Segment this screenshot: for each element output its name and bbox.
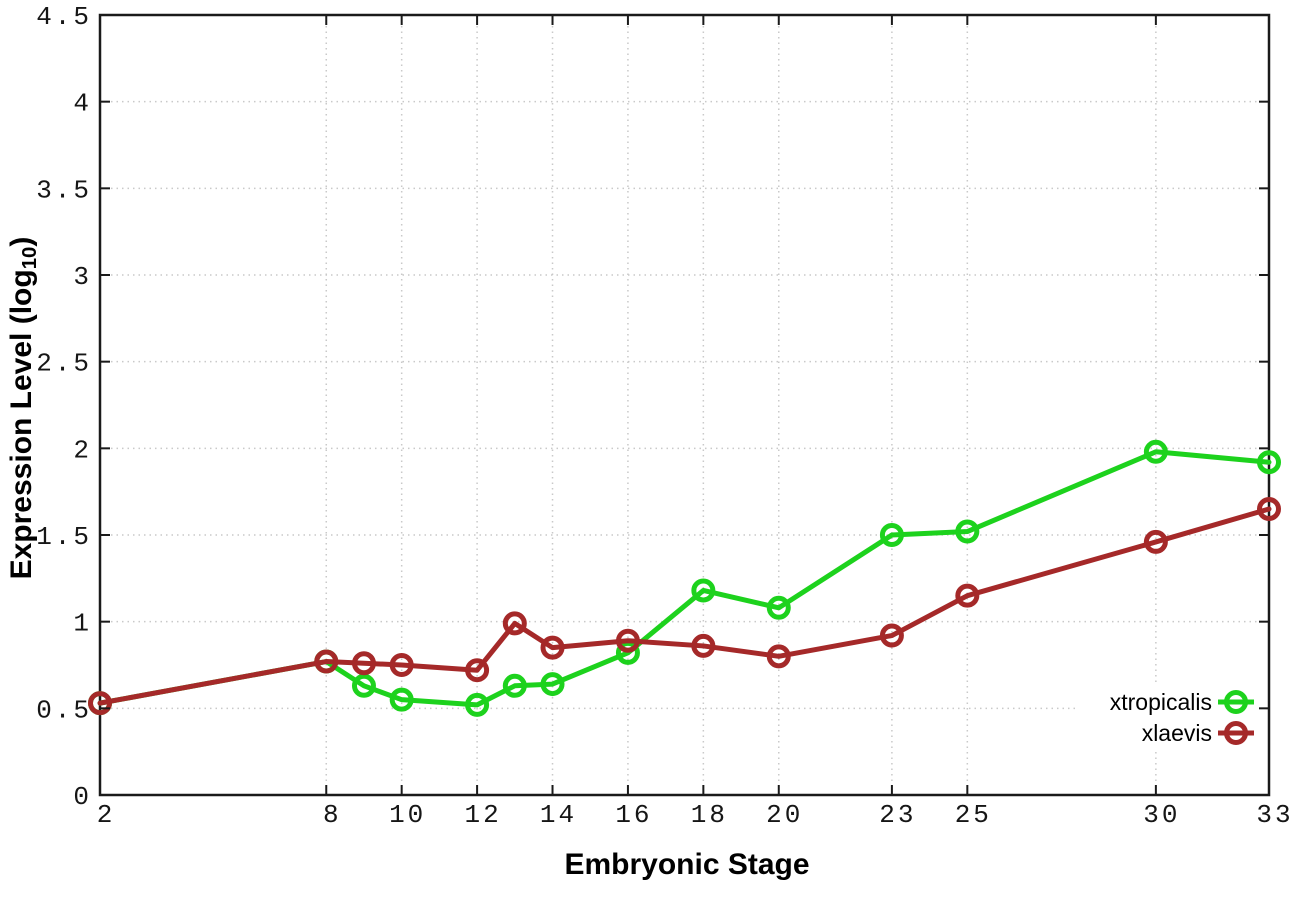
data-point-marker xyxy=(691,578,716,603)
data-point-marker xyxy=(351,651,376,676)
data-point-marker xyxy=(540,672,565,697)
data-point-marker xyxy=(955,519,980,544)
x-tick-label: 16 xyxy=(615,800,652,830)
legend-item-xlaevis: xlaevis xyxy=(1142,720,1254,746)
data-point-marker xyxy=(389,653,414,677)
y-tick-label: 0.5 xyxy=(36,695,92,725)
data-point-marker xyxy=(1143,439,1168,464)
tick-marks xyxy=(99,14,1270,796)
x-tick-label: 2 xyxy=(97,800,116,830)
y-axis-title: Expression Level (log10) xyxy=(5,236,42,580)
y-axis-title-text: Expression Level (log xyxy=(5,269,38,580)
data-point-marker xyxy=(88,691,112,716)
x-axis-title-text: Embryonic Stage xyxy=(564,848,810,881)
x-tick-label: 8 xyxy=(323,800,342,830)
data-point-marker xyxy=(1143,529,1168,554)
legend-label: xlaevis xyxy=(1142,720,1212,746)
legend-label: xtropicalis xyxy=(1110,689,1212,715)
grid-lines xyxy=(99,14,1270,796)
data-point-marker xyxy=(502,673,527,698)
x-tick-label: 23 xyxy=(879,800,916,830)
data-point-marker xyxy=(691,633,716,658)
data-point-marker xyxy=(502,611,527,636)
legend-marker-icon xyxy=(1224,690,1248,714)
data-point-marker xyxy=(615,628,640,653)
y-tick-label: 4 xyxy=(73,89,92,119)
data-point-marker xyxy=(766,595,791,620)
x-axis-title: Embryonic Stage xyxy=(564,848,809,882)
y-tick-label: 2 xyxy=(73,435,92,465)
series-xlaevis xyxy=(88,497,1281,716)
y-tick-label: 1 xyxy=(73,609,92,639)
data-point-marker xyxy=(615,640,640,665)
y-tick-label: 3 xyxy=(73,262,92,292)
data-point-marker xyxy=(879,523,904,547)
y-axis-title-close: ) xyxy=(5,236,38,247)
y-tick-label: 0 xyxy=(73,782,92,812)
data-point-marker xyxy=(314,649,339,674)
y-tick-label: 2.5 xyxy=(36,349,92,379)
data-point-marker xyxy=(465,692,490,717)
x-tick-label: 33 xyxy=(1256,800,1293,830)
legend-marker-icon xyxy=(1224,721,1248,745)
data-point-marker xyxy=(1257,450,1281,475)
data-point-marker xyxy=(955,583,980,608)
x-tick-label: 25 xyxy=(955,800,992,830)
x-tick-labels: 2 8 10 12 14 16 18 20 23 25 30 33 xyxy=(97,800,1293,830)
y-tick-label: 1.5 xyxy=(36,522,92,552)
y-tick-label: 3.5 xyxy=(36,175,92,205)
x-tick-label: 30 xyxy=(1143,800,1180,830)
y-tick-labels: 0 0.5 1 1.5 2 2.5 3 3.5 4 4.5 xyxy=(36,2,92,812)
data-point-marker xyxy=(389,687,414,712)
y-tick-label: 4.5 xyxy=(36,2,92,32)
plot-border xyxy=(98,13,1271,797)
x-tick-label: 12 xyxy=(464,800,501,830)
data-point-marker xyxy=(1257,497,1281,521)
x-tick-label: 20 xyxy=(766,800,803,830)
data-point-marker xyxy=(465,658,490,683)
data-point-marker xyxy=(766,644,791,669)
data-point-marker xyxy=(351,673,376,698)
x-tick-label: 14 xyxy=(540,800,577,830)
y-axis-title-subscript: 10 xyxy=(19,246,42,270)
x-tick-label: 10 xyxy=(389,800,426,830)
data-point-marker xyxy=(879,623,904,648)
x-tick-label: 18 xyxy=(691,800,728,830)
data-point-marker xyxy=(540,635,565,660)
legend-item-xtropicalis: xtropicalis xyxy=(1110,689,1254,715)
legend: xtropicalis xlaevis xyxy=(1078,684,1261,750)
